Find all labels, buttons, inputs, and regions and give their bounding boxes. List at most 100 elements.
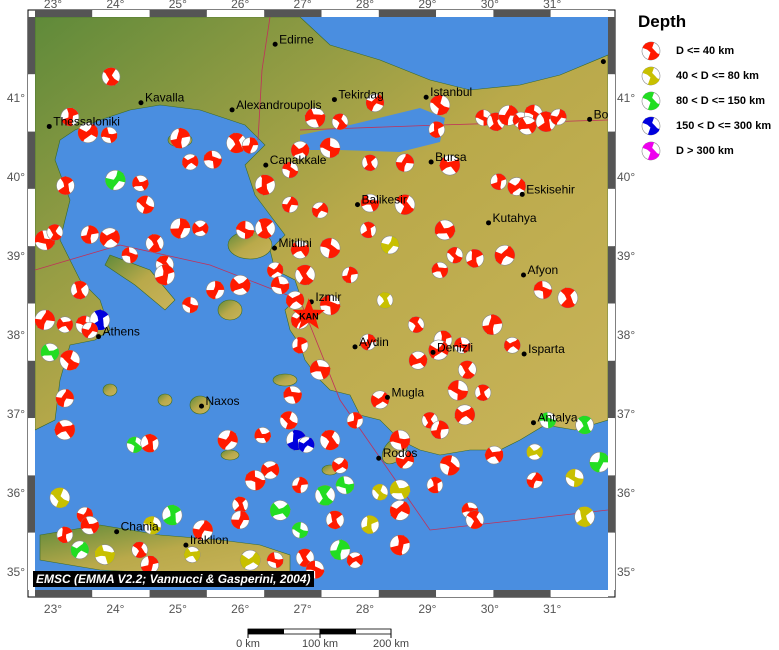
earthquake-beachball bbox=[94, 544, 116, 565]
legend-item: 40 < D <= 80 km bbox=[636, 63, 771, 88]
city-label: Antalya bbox=[537, 411, 577, 425]
lat-tick-label: 37° bbox=[617, 407, 635, 421]
earthquake-beachball bbox=[550, 108, 567, 126]
city-labels: Edirne Kavalla Alexandroupolis Tekirdag Ista… bbox=[46, 32, 608, 548]
city-eskisehir: Eskisehir bbox=[519, 182, 575, 197]
lat-tick-label: 39° bbox=[617, 249, 635, 263]
earthquake-beachball bbox=[59, 349, 81, 371]
earthquake-beachball bbox=[574, 506, 595, 528]
scale-label-0: 0 km bbox=[236, 638, 260, 650]
credit-label: EMSC (EMMA V2.2; Vannucci & Gasperini, 2… bbox=[33, 571, 314, 587]
earthquake-beachball bbox=[331, 113, 349, 130]
earthquake-beachball bbox=[161, 504, 183, 526]
legend-beachball bbox=[641, 116, 661, 135]
earthquake-beachball bbox=[183, 546, 201, 563]
legend-label: 150 < D <= 300 km bbox=[676, 119, 772, 132]
city-label: Eskisehir bbox=[526, 182, 575, 196]
earthquake-beachball bbox=[49, 487, 71, 509]
legend-label: 40 < D <= 80 km bbox=[676, 69, 759, 82]
city-label: Edirne bbox=[279, 32, 314, 46]
city-mitilini: Mitilini bbox=[272, 236, 312, 251]
earthquake-beachball bbox=[192, 519, 214, 541]
earthquake-beachball bbox=[126, 436, 144, 454]
city-istanbul: Istanbul bbox=[423, 85, 472, 100]
earthquake-beachball bbox=[291, 521, 309, 539]
city-bursa: Bursa bbox=[428, 150, 467, 165]
earthquake-beachball bbox=[311, 201, 329, 219]
city-antalya: Antalya bbox=[530, 411, 578, 426]
earthquake-beachball bbox=[55, 388, 75, 408]
earthquake-beachball bbox=[131, 541, 149, 559]
city-canakkale: Canakkale bbox=[263, 153, 327, 168]
earthquake-beachball bbox=[428, 121, 446, 138]
beachball-icon bbox=[641, 91, 661, 110]
earthquake-beachball bbox=[481, 314, 503, 336]
earthquake-beachball bbox=[235, 220, 255, 240]
lon-tick-label: 27° bbox=[294, 0, 312, 11]
earthquake-events bbox=[35, 67, 608, 579]
lon-tick-label: 24° bbox=[106, 602, 124, 616]
earthquake-beachball bbox=[290, 140, 310, 160]
earthquake-beachball bbox=[309, 359, 331, 381]
earthquake-beachball bbox=[205, 280, 225, 300]
city-balikesir: Balikesir bbox=[355, 193, 407, 208]
earthquake-beachball bbox=[56, 316, 74, 334]
earthquake-beachball bbox=[100, 126, 118, 144]
earthquake-beachball bbox=[81, 321, 99, 339]
lon-tick-label: 31° bbox=[543, 0, 561, 11]
earthquake-beachball bbox=[389, 479, 411, 501]
city-label: Alexandroupolis bbox=[236, 98, 321, 112]
earthquake-beachball bbox=[281, 161, 299, 179]
city-label: Kutahya bbox=[493, 211, 537, 225]
city-kutahya: Kutahya bbox=[486, 211, 537, 226]
earthquake-beachball bbox=[80, 516, 100, 535]
scale-bar bbox=[247, 628, 392, 638]
lat-tick-label: 39° bbox=[7, 249, 25, 263]
earthquake-beachball bbox=[395, 153, 415, 173]
earthquake-beachball bbox=[269, 500, 291, 521]
earthquake-beachball bbox=[325, 510, 345, 530]
earthquake-beachball bbox=[281, 196, 299, 213]
earthquake-beachball bbox=[254, 218, 276, 239]
legend-label: D <= 40 km bbox=[676, 44, 735, 57]
earthquake-beachball bbox=[407, 316, 425, 334]
earthquake-beachball bbox=[254, 174, 276, 196]
city-label: Canakkale bbox=[270, 153, 327, 167]
earthquake-beachball bbox=[99, 227, 121, 249]
lat-tick-label: 41° bbox=[617, 91, 635, 105]
marker-label: KAN bbox=[299, 311, 319, 321]
earthquake-beachball bbox=[105, 169, 126, 191]
earthquake-beachball bbox=[241, 137, 259, 154]
city-rodos: Rodos bbox=[376, 446, 417, 461]
lon-tick-label: 24° bbox=[106, 0, 124, 11]
earthquake-beachball bbox=[447, 379, 469, 401]
lon-tick-label: 27° bbox=[294, 602, 312, 616]
lat-tick-label: 35° bbox=[617, 565, 635, 579]
earthquake-beachball bbox=[319, 294, 341, 316]
city-label: Balikesir bbox=[362, 193, 407, 207]
city-label: Denizli bbox=[437, 340, 473, 354]
earthquake-beachball bbox=[226, 132, 247, 154]
lat-tick-label: 35° bbox=[7, 565, 25, 579]
lon-tick-label: 23° bbox=[44, 602, 62, 616]
lat-tick-label: 40° bbox=[617, 170, 635, 184]
earthquake-beachball bbox=[465, 510, 485, 530]
earthquake-beachball bbox=[142, 516, 162, 535]
earthquake-beachball bbox=[389, 500, 411, 521]
earthquake-beachball bbox=[260, 460, 280, 480]
earthquake-beachball bbox=[439, 455, 461, 476]
earthquake-beachball bbox=[539, 412, 557, 429]
city-tekirdag: Tekirdag bbox=[331, 88, 384, 103]
city-dot bbox=[600, 59, 606, 65]
lon-tick-label: 30° bbox=[481, 602, 499, 616]
earthquake-beachball bbox=[331, 457, 349, 474]
earthquake-beachball bbox=[70, 540, 90, 560]
earthquake-beachball bbox=[229, 274, 251, 296]
earthquake-beachball bbox=[526, 443, 544, 461]
earthquake-beachball bbox=[533, 280, 553, 300]
lon-tick-label: 25° bbox=[169, 0, 187, 11]
earthquake-beachball bbox=[439, 154, 461, 176]
scale-label-100: 100 km bbox=[301, 638, 339, 650]
earthquake-beachball bbox=[35, 309, 56, 331]
